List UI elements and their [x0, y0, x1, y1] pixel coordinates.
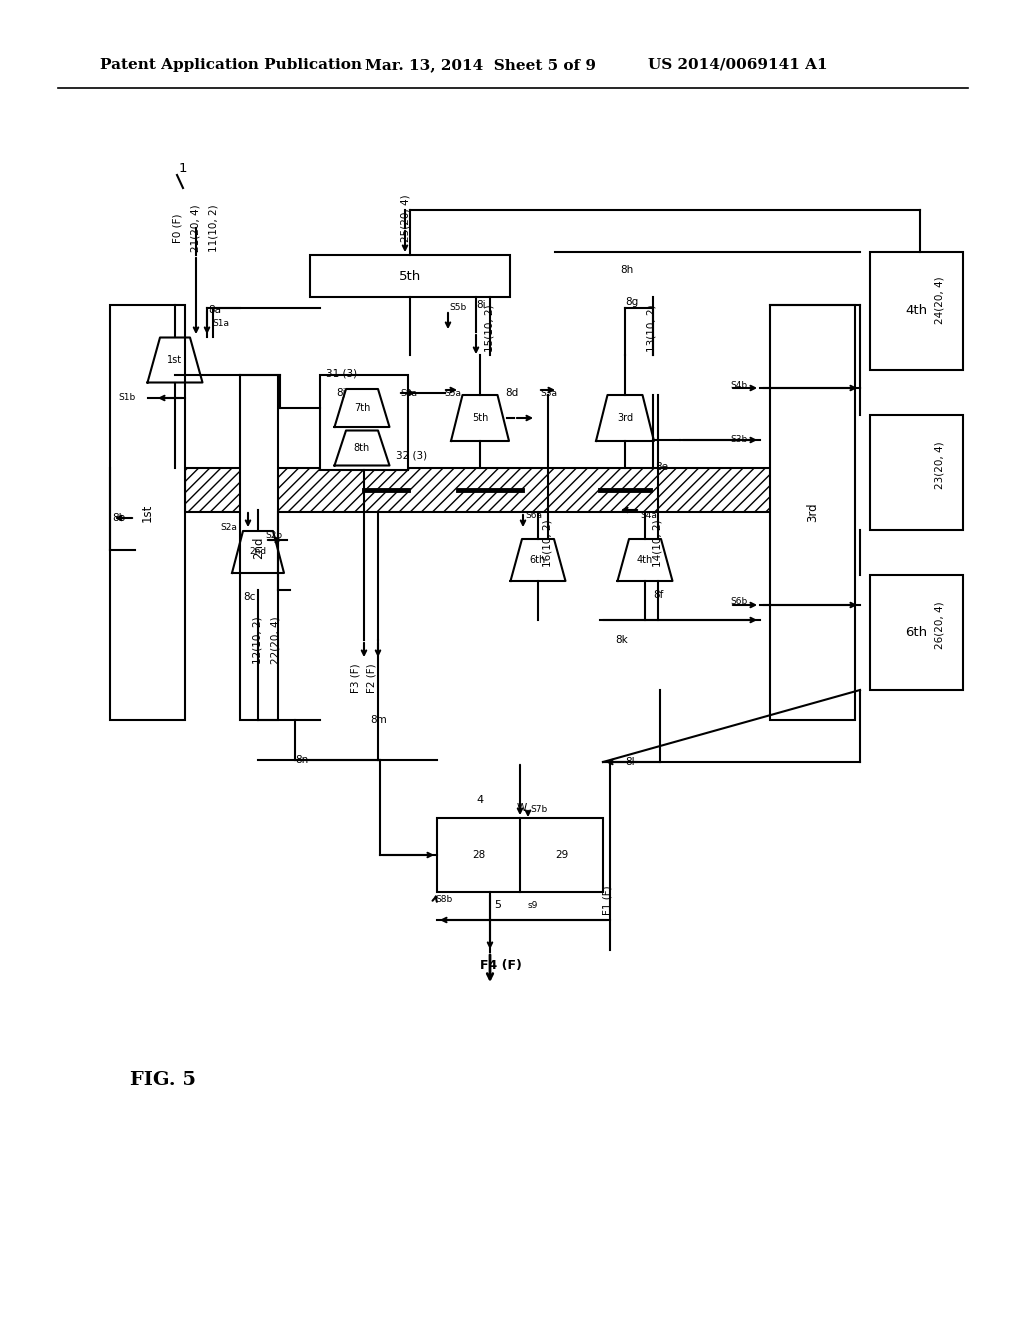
Text: S3a: S3a	[540, 388, 557, 397]
Text: S5b: S5b	[449, 304, 466, 313]
Text: F4 (F): F4 (F)	[480, 958, 522, 972]
Text: 8j: 8j	[336, 388, 346, 399]
Text: F0 (F): F0 (F)	[173, 214, 183, 243]
Bar	[770, 305, 855, 719]
Text: 14(10, 2): 14(10, 2)	[653, 519, 663, 566]
Text: 16(10, 2): 16(10, 2)	[543, 519, 553, 566]
Text: 21(20, 4): 21(20, 4)	[191, 205, 201, 252]
Text: F3 (F): F3 (F)	[351, 663, 361, 693]
Text: 4th: 4th	[905, 305, 928, 318]
Text: S6b: S6b	[730, 598, 748, 606]
Text: 4th: 4th	[637, 554, 653, 565]
Text: 31 (3): 31 (3)	[326, 370, 357, 379]
Text: 8e: 8e	[655, 462, 668, 473]
Text: 4: 4	[476, 795, 483, 805]
Bar	[870, 576, 963, 690]
Text: 22(20, 4): 22(20, 4)	[270, 616, 280, 664]
Text: 23(20, 4): 23(20, 4)	[935, 441, 945, 488]
Text: 12(10, 2): 12(10, 2)	[253, 616, 263, 664]
Bar	[310, 255, 510, 297]
Text: 8m: 8m	[370, 715, 387, 725]
Text: S4b: S4b	[730, 380, 748, 389]
Text: 5: 5	[494, 900, 501, 909]
Text: FIG. 5: FIG. 5	[130, 1071, 196, 1089]
Text: S4a: S4a	[640, 511, 656, 520]
Bar	[870, 414, 963, 531]
Text: S7b: S7b	[530, 805, 547, 814]
Text: S1a: S1a	[212, 318, 229, 327]
Text: S1b: S1b	[118, 393, 135, 403]
Text: 6th: 6th	[529, 554, 546, 565]
Text: 8f: 8f	[653, 590, 664, 601]
Text: 3rd: 3rd	[806, 503, 819, 523]
Text: 5th: 5th	[472, 413, 488, 422]
Text: S3b: S3b	[730, 436, 748, 445]
Text: 8n: 8n	[295, 755, 308, 766]
Text: 8th: 8th	[354, 444, 370, 453]
Text: 29: 29	[555, 850, 568, 861]
Text: 13(10, 2): 13(10, 2)	[647, 304, 657, 352]
Text: 15(10, 2): 15(10, 2)	[485, 304, 495, 352]
Bar	[240, 375, 278, 719]
Text: 2nd: 2nd	[250, 548, 266, 557]
Text: 25(20, 4): 25(20, 4)	[400, 194, 410, 242]
Text: 8l: 8l	[625, 756, 635, 767]
Text: F1 (F): F1 (F)	[603, 886, 613, 915]
Text: 8i: 8i	[476, 300, 485, 310]
Bar	[110, 305, 185, 719]
Text: 11(10, 2): 11(10, 2)	[208, 205, 218, 252]
Text: 8g: 8g	[625, 297, 638, 308]
Text: 8d: 8d	[505, 388, 518, 399]
Text: 6th: 6th	[905, 626, 928, 639]
Text: 1: 1	[179, 161, 187, 174]
Text: 28: 28	[472, 850, 485, 861]
Text: s9: s9	[528, 900, 539, 909]
Text: S6a: S6a	[525, 511, 542, 520]
Text: S8b: S8b	[435, 895, 453, 904]
Text: 8c: 8c	[243, 591, 255, 602]
Bar	[185, 469, 775, 512]
Text: S8a: S8a	[400, 388, 417, 397]
Text: 32 (3): 32 (3)	[396, 450, 427, 459]
Text: 5th: 5th	[399, 269, 421, 282]
Bar	[319, 375, 408, 470]
Text: US 2014/0069141 A1: US 2014/0069141 A1	[648, 58, 827, 73]
Text: Mar. 13, 2014  Sheet 5 of 9: Mar. 13, 2014 Sheet 5 of 9	[365, 58, 596, 73]
Text: F2 (F): F2 (F)	[367, 663, 377, 693]
Text: 2nd: 2nd	[253, 536, 265, 558]
Text: 1st: 1st	[168, 355, 182, 366]
Text: 26(20, 4): 26(20, 4)	[935, 601, 945, 649]
Text: Patent Application Publication: Patent Application Publication	[100, 58, 362, 73]
Text: S2a: S2a	[220, 523, 237, 532]
Bar	[870, 252, 963, 370]
Text: 8a: 8a	[208, 305, 221, 315]
Text: S2b: S2b	[265, 531, 283, 540]
Text: 8b: 8b	[112, 513, 125, 523]
Text: 1st: 1st	[141, 503, 154, 521]
Text: S5a: S5a	[444, 388, 461, 397]
Text: 7th: 7th	[354, 403, 371, 413]
Bar	[437, 818, 603, 892]
Text: 8h: 8h	[620, 265, 633, 275]
Text: 3rd: 3rd	[616, 413, 633, 422]
Text: W: W	[517, 803, 527, 813]
Text: 8k: 8k	[615, 635, 628, 645]
Text: 24(20, 4): 24(20, 4)	[935, 276, 945, 323]
